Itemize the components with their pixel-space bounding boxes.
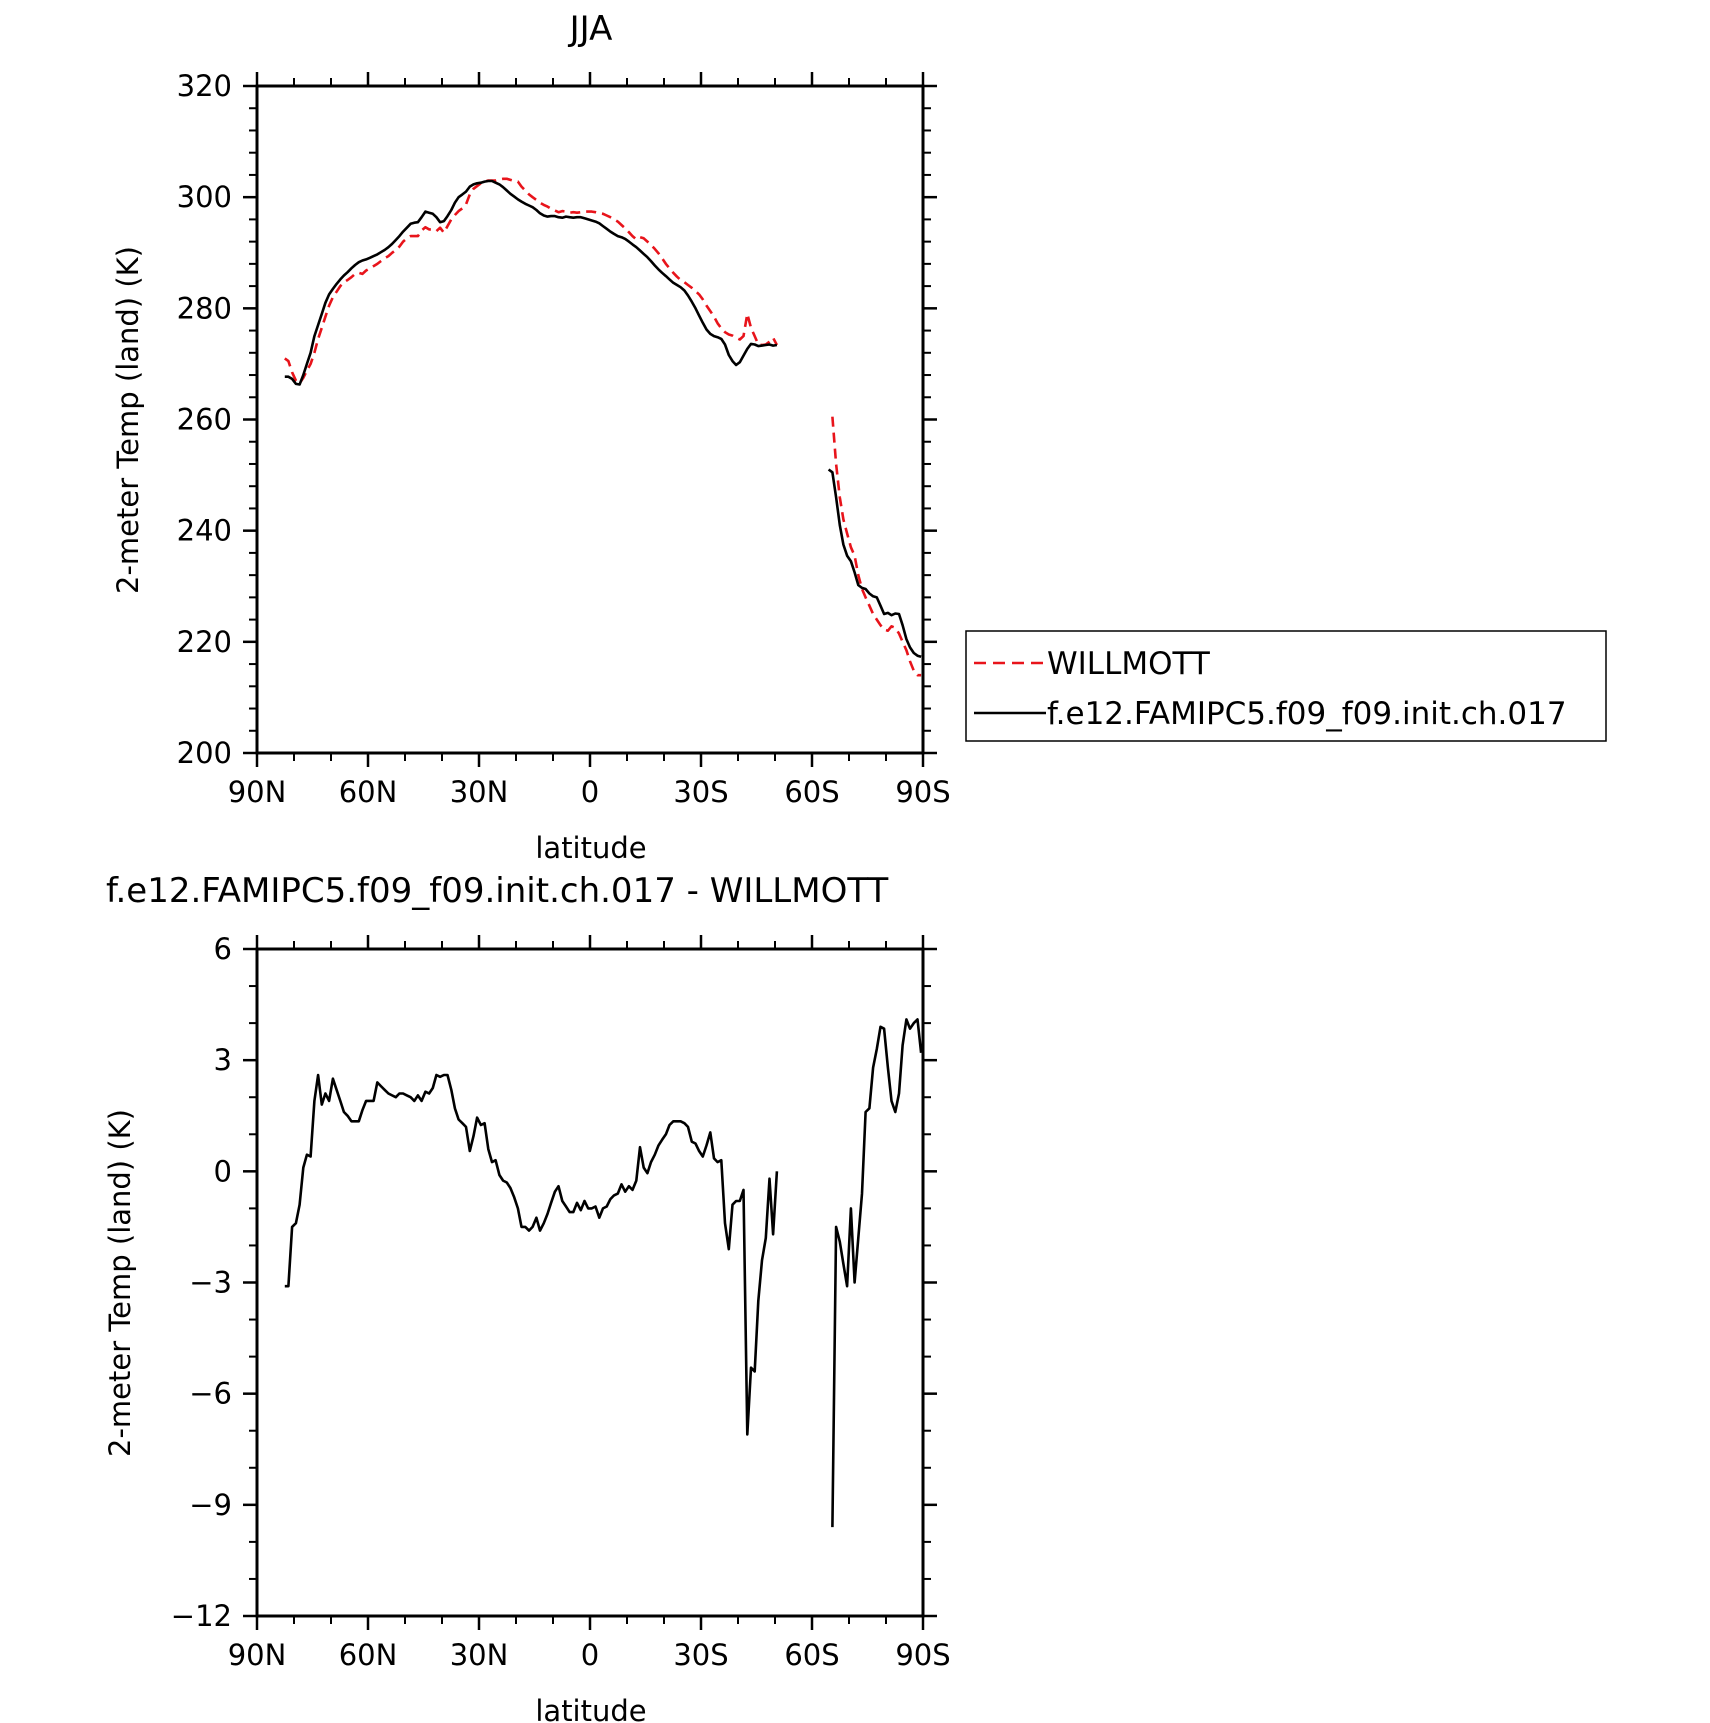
difference-panel-title: f.e12.FAMIPC5.f09_f09.init.ch.017 - WILL… <box>106 871 889 911</box>
difference-axis-ticks <box>243 935 937 1630</box>
temperature-series-0-line-segment-1 <box>831 416 922 677</box>
y-tick-label: −3 <box>189 1266 232 1300</box>
temperature-y-tick-labels: 200 220 240 260 280 300 320 <box>177 69 232 770</box>
x-tick-label: 0 <box>581 1638 599 1672</box>
temperature-y-axis-label: 2-meter Temp (land) (K) <box>111 246 145 594</box>
difference-y-axis-label: 2-meter Temp (land) (K) <box>103 1109 137 1457</box>
x-tick-label: 90S <box>895 775 950 809</box>
temperature-panel: JJA 90N 60N 30N 0 30S 60S 90S 200 220 240 260 280 3… <box>111 9 1607 865</box>
difference-y-tick-labels: −12 −9 −6 −3 0 3 6 <box>171 932 232 1633</box>
x-tick-label: 90S <box>895 1638 950 1672</box>
y-tick-label: −9 <box>189 1488 232 1522</box>
temperature-series-0-line-segment-0 <box>284 177 779 385</box>
x-tick-label: 90N <box>228 775 287 809</box>
legend-box <box>965 630 1607 742</box>
temperature-plot-frame <box>255 84 925 755</box>
y-tick-label: 280 <box>177 291 232 325</box>
difference-panel: f.e12.FAMIPC5.f09_f09.init.ch.017 - WILL… <box>103 871 951 1723</box>
temperature-x-axis-label: latitude <box>535 831 646 865</box>
x-tick-label: 60N <box>339 1638 398 1672</box>
y-tick-label: 300 <box>177 180 232 214</box>
y-tick-label: 260 <box>177 403 232 437</box>
temperature-series <box>284 177 922 677</box>
difference-series-0-line-segment-1 <box>831 1018 923 1528</box>
y-tick-label: 240 <box>177 514 232 548</box>
legend-entry-willmott: WILLMOTT <box>1047 646 1211 682</box>
x-tick-label: 60S <box>784 1638 839 1672</box>
legend: WILLMOTT f.e12.FAMIPC5.f09_f09.init.ch.0… <box>965 630 1607 742</box>
temperature-x-tick-labels: 90N 60N 30N 0 30S 60S 90S <box>228 775 951 809</box>
difference-series <box>284 1018 923 1528</box>
y-tick-label: −12 <box>171 1599 232 1633</box>
x-tick-label: 60N <box>339 775 398 809</box>
temperature-axis-ticks <box>243 72 937 767</box>
temperature-series-1-line-segment-0 <box>284 179 778 386</box>
y-tick-label: 6 <box>214 932 232 966</box>
x-tick-label: 60S <box>784 775 839 809</box>
legend-entry-model: f.e12.FAMIPC5.f09_f09.init.ch.017 <box>1047 696 1567 732</box>
y-tick-label: 220 <box>177 625 232 659</box>
x-tick-label: 30N <box>450 1638 509 1672</box>
y-tick-label: 3 <box>214 1043 232 1077</box>
temperature-series-1-line-segment-1 <box>827 468 922 659</box>
x-tick-label: 90N <box>228 1638 287 1672</box>
x-tick-label: 0 <box>581 775 599 809</box>
y-tick-label: 0 <box>214 1154 232 1188</box>
x-tick-label: 30N <box>450 775 509 809</box>
y-tick-label: −6 <box>189 1377 232 1411</box>
y-tick-label: 320 <box>177 69 232 103</box>
difference-plot-frame <box>255 947 925 1618</box>
difference-series-0-line-segment-0 <box>284 1073 779 1436</box>
difference-x-tick-labels: 90N 60N 30N 0 30S 60S 90S <box>228 1638 951 1672</box>
temperature-panel-title: JJA <box>568 9 613 49</box>
difference-x-axis-label: latitude <box>535 1694 646 1723</box>
x-tick-label: 30S <box>673 1638 728 1672</box>
y-tick-label: 200 <box>177 736 232 770</box>
x-tick-label: 30S <box>673 775 728 809</box>
